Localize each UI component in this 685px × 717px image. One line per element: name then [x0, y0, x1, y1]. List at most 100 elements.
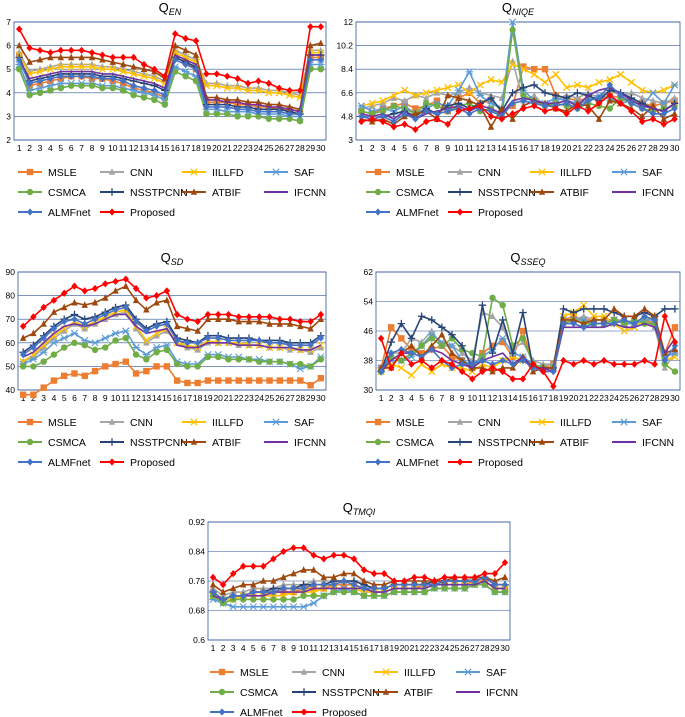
- data-point: [16, 41, 23, 49]
- y-tick-label: 46: [364, 326, 374, 336]
- legend-item-saf: SAF: [612, 417, 662, 429]
- x-tick-label: 22: [234, 393, 244, 403]
- legend-item-cnn: CNN: [292, 667, 345, 679]
- data-point: [387, 338, 395, 346]
- data-point: [57, 84, 64, 92]
- data-point: [350, 581, 358, 589]
- data-point: [224, 103, 231, 111]
- x-tick-label: 29: [306, 143, 316, 153]
- legend-item-iillfd: IILLFD: [374, 667, 436, 679]
- data-point: [172, 30, 179, 38]
- data-point: [250, 588, 257, 596]
- data-point: [109, 75, 116, 83]
- data-point: [541, 89, 549, 97]
- legend-label: ATBIF: [212, 187, 241, 199]
- data-point: [641, 305, 648, 312]
- data-point: [152, 343, 161, 352]
- data-point: [101, 334, 109, 342]
- legend-item-iillfd: IILLFD: [182, 417, 244, 429]
- data-point: [244, 79, 252, 87]
- data-point: [19, 334, 27, 341]
- data-point: [388, 349, 395, 357]
- data-point: [265, 115, 272, 122]
- x-tick-label: 17: [369, 643, 379, 653]
- y-tick-label: 38: [364, 356, 374, 366]
- data-point: [498, 78, 506, 86]
- data-point: [286, 110, 293, 118]
- data-point: [628, 99, 635, 107]
- data-point: [595, 99, 603, 107]
- data-point: [360, 584, 368, 592]
- data-point: [491, 588, 499, 596]
- data-point: [265, 89, 273, 97]
- data-point: [172, 68, 179, 75]
- data-point: [265, 79, 272, 87]
- data-point: [639, 118, 646, 126]
- data-point: [508, 18, 517, 26]
- data-point: [219, 581, 227, 589]
- data-point: [245, 313, 253, 321]
- data-point: [290, 596, 297, 603]
- data-point: [454, 86, 463, 94]
- data-point: [276, 339, 283, 347]
- data-point: [81, 341, 88, 349]
- x-tick-label: 18: [379, 643, 389, 653]
- data-point: [310, 592, 317, 599]
- data-point: [573, 89, 582, 97]
- legend-item-almfnet: ALMFnet: [18, 207, 91, 219]
- data-point: [639, 94, 646, 101]
- x-tick-label: 16: [170, 143, 180, 153]
- data-point: [19, 351, 27, 359]
- data-point: [153, 331, 160, 339]
- data-point: [584, 83, 592, 92]
- x-tick-label: 16: [528, 393, 538, 403]
- x-tick-label: 26: [630, 393, 640, 403]
- data-point: [150, 91, 159, 99]
- data-point: [153, 349, 160, 356]
- data-point: [390, 118, 397, 126]
- data-point: [67, 63, 75, 71]
- data-point: [491, 570, 499, 578]
- data-point: [266, 358, 273, 365]
- x-tick-label: 15: [349, 643, 359, 653]
- data-point: [153, 292, 160, 300]
- data-point: [428, 316, 436, 324]
- data-point: [377, 367, 385, 376]
- x-tick-label: 15: [508, 143, 518, 153]
- x-tick-label: 26: [275, 393, 285, 403]
- legend-symbol-marker: [538, 418, 546, 426]
- data-point: [455, 89, 462, 96]
- x-tick-label: 2: [389, 393, 394, 403]
- x-tick-label: 5: [402, 143, 407, 153]
- data-point: [102, 344, 109, 351]
- x-tick-label: 16: [359, 643, 369, 653]
- data-point: [36, 55, 44, 63]
- data-point: [541, 107, 549, 115]
- data-point: [671, 368, 679, 375]
- data-point: [229, 603, 237, 611]
- data-point: [91, 298, 99, 306]
- x-tick-label: 20: [212, 143, 222, 153]
- series-line: [18, 51, 321, 99]
- x-tick-label: 24: [609, 393, 619, 403]
- data-point: [606, 81, 613, 89]
- data-point: [574, 94, 581, 101]
- series-proposed: [358, 91, 678, 134]
- data-point: [541, 102, 549, 110]
- data-point: [225, 315, 232, 322]
- data-point: [120, 53, 127, 61]
- data-point: [340, 551, 348, 559]
- data-point: [47, 53, 54, 61]
- data-point: [489, 342, 496, 349]
- data-point: [610, 316, 618, 324]
- data-point: [279, 603, 288, 611]
- data-point: [610, 360, 618, 368]
- x-tick-label: 3: [38, 143, 43, 153]
- x-tick-label: 14: [497, 143, 507, 153]
- data-point: [297, 341, 304, 349]
- data-point: [499, 338, 506, 346]
- y-tick-label: 3: [6, 111, 11, 121]
- x-tick-label: 9: [103, 393, 108, 403]
- data-point: [469, 360, 476, 368]
